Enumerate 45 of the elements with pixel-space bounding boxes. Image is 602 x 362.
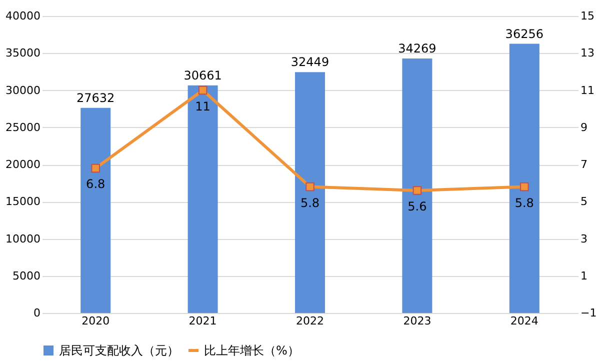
y-tick-label: 0 (34, 306, 40, 320)
point (306, 182, 314, 192)
data-label: 36256 (505, 26, 544, 41)
point (412, 186, 422, 195)
y2-tick-label: −1 (580, 306, 597, 320)
y2-tick-label: 9 (580, 120, 588, 134)
y-tick-label: 30000 (6, 84, 40, 97)
y2-tick-label: 11 (580, 84, 594, 97)
y2-tick-label: 15 (580, 10, 594, 22)
data-label: 5.8 (514, 196, 534, 210)
y-tick-label: 20000 (6, 158, 40, 171)
x-tick-label: 2021 (188, 314, 217, 328)
y-tick-label: 5000 (12, 269, 40, 282)
data-label: 11 (195, 99, 210, 114)
bar (402, 58, 432, 313)
x-tick-label: 2020 (82, 314, 110, 328)
y2-tick-label: 5 (580, 195, 588, 208)
y2-tick-label: 7 (580, 158, 588, 171)
x-tick-label: 2024 (510, 314, 538, 328)
x-tick-label: 2023 (403, 314, 432, 328)
bar (80, 108, 111, 313)
bar (509, 44, 540, 313)
point (198, 86, 208, 95)
x-tick-label: 2022 (296, 314, 324, 328)
y-tick-label: 40000 (6, 10, 40, 22)
y2-tick-label: 3 (580, 232, 588, 246)
data-label: 34269 (398, 42, 436, 56)
y-tick-label: 10000 (6, 232, 40, 246)
y-tick-label: 15000 (6, 195, 40, 208)
y-tick-label: 35000 (6, 46, 40, 60)
point (520, 182, 529, 192)
data-label: 30661 (184, 68, 222, 82)
bar (188, 85, 218, 313)
data-label: 5.8 (300, 196, 320, 210)
y2-tick-label: 13 (580, 46, 594, 60)
data-label: 5.6 (408, 199, 427, 214)
data-label: 27632 (76, 90, 115, 105)
point (91, 164, 100, 173)
bar (295, 72, 325, 313)
legend-label: 比上年增长（%） (204, 344, 300, 358)
y-tick-label: 25000 (6, 120, 40, 134)
legend-label: 居民可支配收入（元） (59, 344, 179, 358)
y2-tick-label: 1 (580, 269, 588, 282)
data-label: 6.8 (86, 177, 106, 192)
data-label: 32449 (290, 55, 330, 70)
